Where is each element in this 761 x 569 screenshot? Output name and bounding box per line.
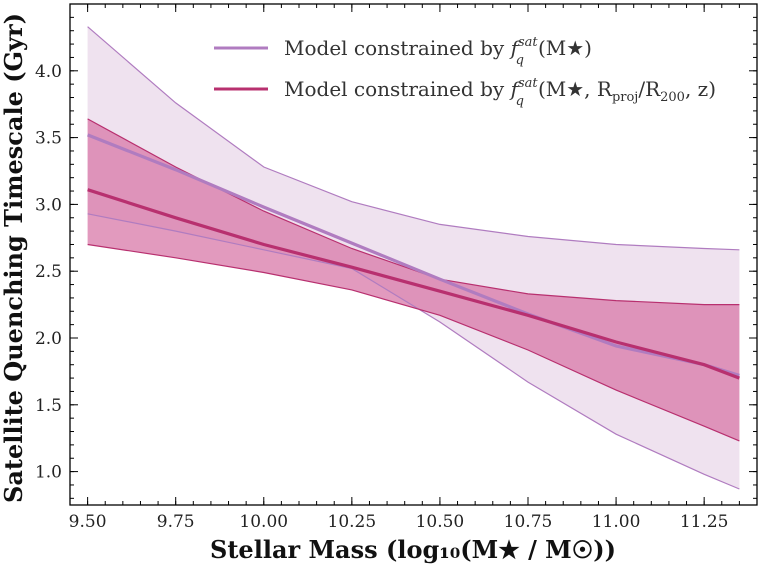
band-lower-edge-2	[87, 243, 740, 442]
band-lower-edge-1	[87, 213, 740, 490]
x-tick-label: 11.25	[680, 512, 729, 532]
x-tick-label: 11.00	[592, 512, 641, 532]
legend-label-sat-mass: Model constrained by fsat q(M★)	[284, 35, 592, 68]
legend: Model constrained by fsat q(M★) Model con…	[214, 35, 716, 109]
x-tick-label: 10.75	[504, 512, 553, 532]
band-upper-edge-1	[87, 26, 740, 251]
median-line-2	[87, 188, 740, 380]
axis-tick-labels: 9.50 9.75 10.00 10.25 10.50 10.75 11.00 11.25 1.…	[35, 62, 729, 532]
y-tick-label: 4.0	[35, 62, 62, 82]
x-tick-label: 9.75	[157, 512, 195, 532]
band-series-2	[87, 118, 740, 441]
uncertainty-bands	[87, 26, 740, 489]
y-tick-label: 3.5	[35, 129, 62, 149]
y-tick-label: 3.0	[35, 195, 62, 215]
y-tick-label: 1.5	[35, 396, 62, 416]
median-lines	[87, 26, 740, 490]
y-tick-label: 1.0	[35, 463, 62, 483]
y-axis-title: Satellite Quenching Timescale (Gyr)	[0, 13, 28, 503]
y-tick-label: 2.5	[35, 262, 62, 282]
band-series-1	[87, 26, 740, 489]
x-tick-label: 9.50	[69, 512, 107, 532]
x-axis-title: Stellar Mass (log₁₀(M★ / M☉))	[210, 535, 616, 564]
legend-label-sat-mass-radius-z: Model constrained by fsat q(M★, Rproj/R20…	[284, 76, 716, 109]
y-tick-label: 2.0	[35, 329, 62, 349]
plot-frame	[69, 3, 758, 506]
x-tick-label: 10.00	[239, 512, 288, 532]
x-tick-label: 10.25	[328, 512, 377, 532]
x-tick-label: 10.50	[416, 512, 465, 532]
axis-ticks	[70, 4, 757, 505]
